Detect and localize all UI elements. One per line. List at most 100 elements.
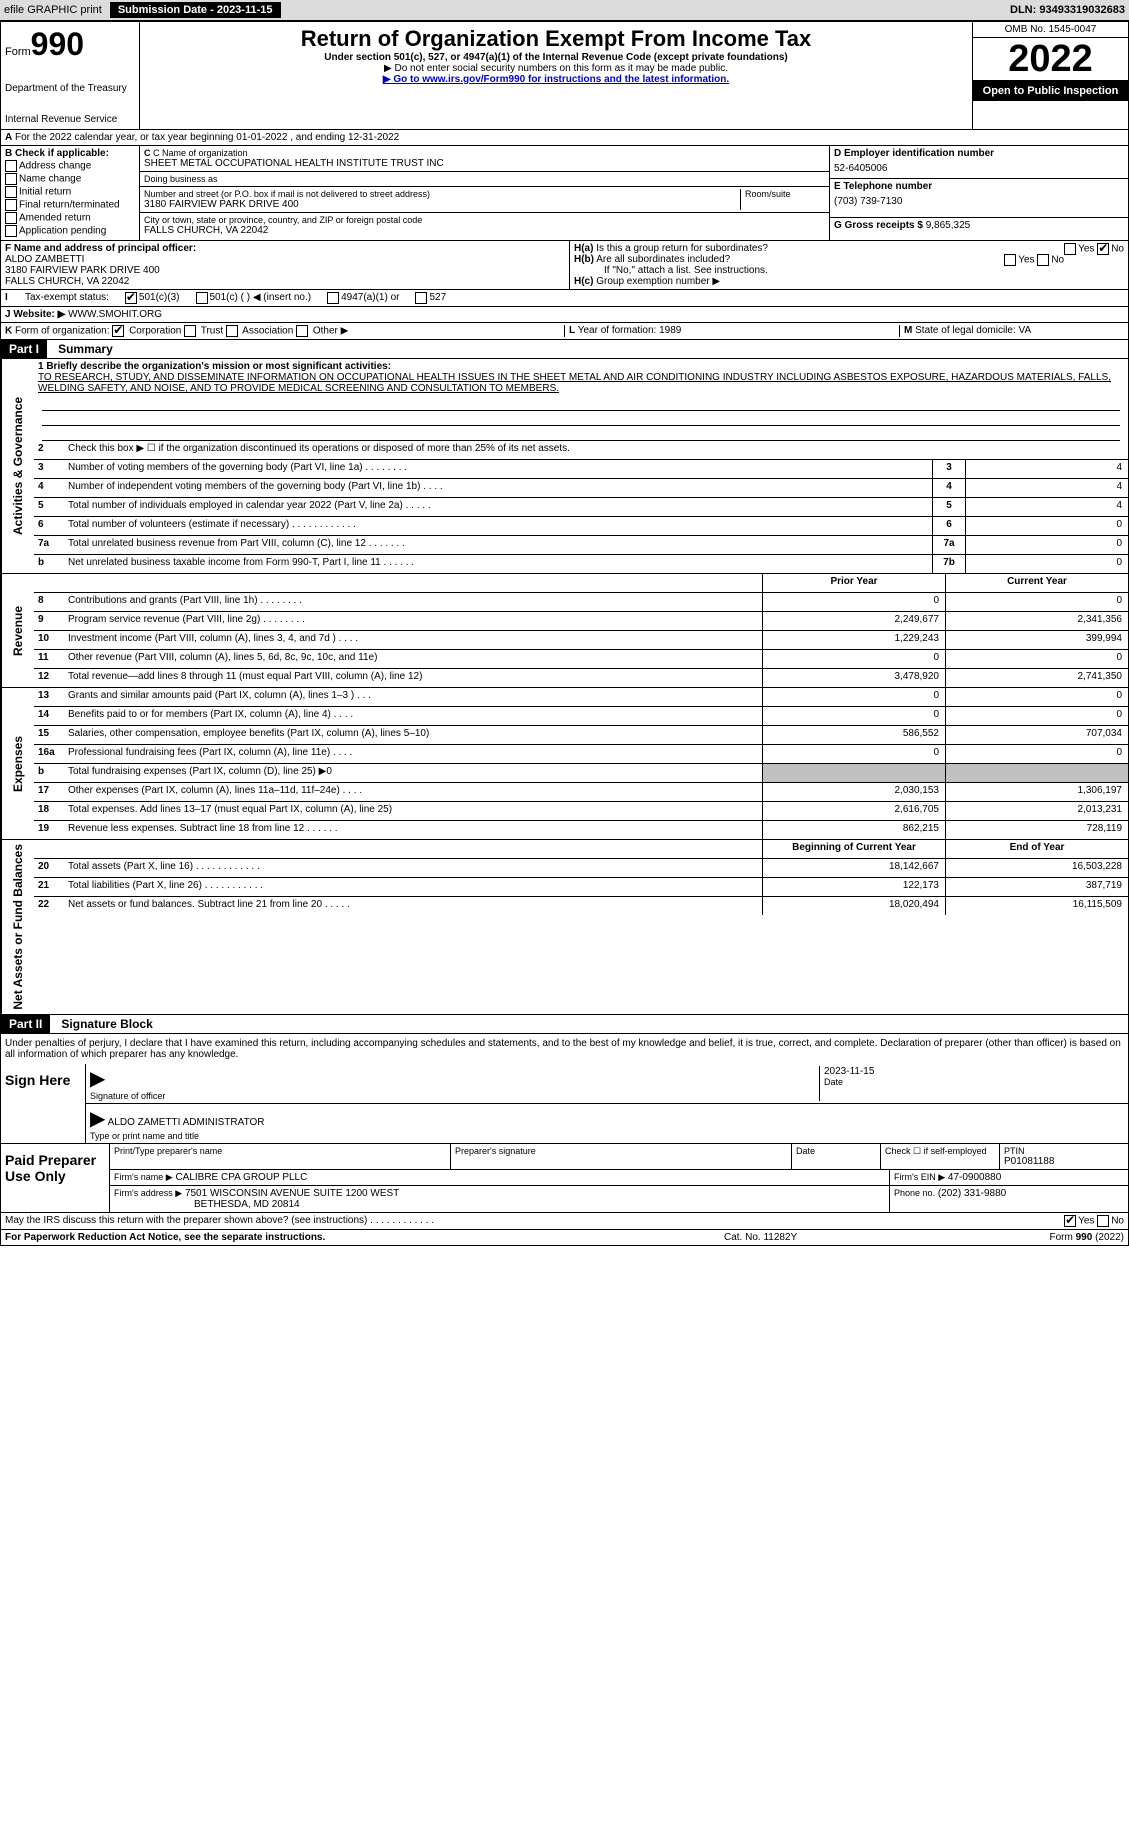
discuss-yes[interactable] [1064, 1215, 1076, 1227]
line7b-val: 0 [965, 555, 1128, 573]
discuss-row: May the IRS discuss this return with the… [0, 1213, 1129, 1230]
chk-name-change[interactable]: Name change [5, 173, 135, 185]
hb-yes[interactable] [1004, 254, 1016, 266]
form-note: ▶ Do not enter social security numbers o… [144, 63, 968, 74]
k-label: K [5, 326, 12, 337]
link-post: for instructions and the latest informat… [525, 74, 729, 85]
firm-ein-value: 47-0900880 [948, 1172, 1001, 1183]
table-row: 8Contributions and grants (Part VIII, li… [34, 593, 1128, 612]
hb-note: If "No," attach a list. See instructions… [574, 265, 1124, 276]
chk-527[interactable] [415, 292, 427, 304]
sign-here-label: Sign Here [1, 1064, 86, 1143]
end-year-header: End of Year [945, 840, 1128, 858]
line3-val: 4 [965, 460, 1128, 478]
tel-value: (703) 739-7130 [834, 196, 1124, 207]
chk-corporation[interactable] [112, 325, 124, 337]
page-footer: For Paperwork Reduction Act Notice, see … [0, 1230, 1129, 1246]
section-a-text: For the 2022 calendar year, or tax year … [15, 132, 399, 143]
side-revenue: Revenue [1, 574, 34, 687]
chk-final-return[interactable]: Final return/terminated [5, 199, 135, 211]
line6-text: Total number of volunteers (estimate if … [64, 517, 932, 535]
form-label: Form [5, 46, 31, 58]
table-row: 13Grants and similar amounts paid (Part … [34, 688, 1128, 707]
block-klm: K Form of organization: Corporation Trus… [0, 323, 1129, 340]
table-row: 15Salaries, other compensation, employee… [34, 726, 1128, 745]
sig-date: 2023-11-15 [824, 1066, 1124, 1077]
prior-year-header: Prior Year [762, 574, 945, 592]
table-row: 16aProfessional fundraising fees (Part I… [34, 745, 1128, 764]
table-row: bTotal fundraising expenses (Part IX, co… [34, 764, 1128, 783]
tel-label: E Telephone number [834, 181, 1124, 192]
f-label: F Name and address of principal officer: [5, 243, 196, 254]
firm-name-label: Firm's name ▶ [114, 1172, 173, 1182]
sig-name-label: Type or print name and title [90, 1131, 1124, 1141]
chk-initial-return[interactable]: Initial return [5, 186, 135, 198]
line7a-text: Total unrelated business revenue from Pa… [64, 536, 932, 554]
netassets-section: Net Assets or Fund Balances Beginning of… [0, 840, 1129, 1015]
name-label: C Name of organization [153, 148, 248, 158]
line7a-val: 0 [965, 536, 1128, 554]
block-fh: F Name and address of principal officer:… [0, 241, 1129, 290]
discuss-text: May the IRS discuss this return with the… [5, 1215, 1064, 1227]
firm-name-value: CALIBRE CPA GROUP PLLC [175, 1172, 307, 1183]
chk-association[interactable] [226, 325, 238, 337]
table-row: 10Investment income (Part VIII, column (… [34, 631, 1128, 650]
part1-title: Summary [50, 340, 121, 358]
submission-date-button[interactable]: Submission Date - 2023-11-15 [110, 2, 281, 18]
mission-line [42, 396, 1120, 411]
firm-city-value: BETHESDA, MD 20814 [194, 1199, 300, 1210]
ptin-label: PTIN [1004, 1146, 1124, 1156]
table-row: 20Total assets (Part X, line 16) . . . .… [34, 859, 1128, 878]
side-netassets: Net Assets or Fund Balances [1, 840, 34, 1014]
chk-address-change[interactable]: Address change [5, 160, 135, 172]
footer-catno: Cat. No. 11282Y [724, 1232, 924, 1243]
side-governance: Activities & Governance [1, 359, 34, 573]
instructions-link[interactable]: www.irs.gov/Form990 [422, 74, 525, 85]
line2-text: Check this box ▶ ☐ if the organization d… [64, 441, 1128, 459]
chk-other[interactable] [296, 325, 308, 337]
firm-addr-value: 7501 WISCONSIN AVENUE SUITE 1200 WEST [185, 1188, 399, 1199]
footer-left: For Paperwork Reduction Act Notice, see … [5, 1232, 724, 1243]
table-row: 14Benefits paid to or for members (Part … [34, 707, 1128, 726]
current-year-header: Current Year [945, 574, 1128, 592]
sig-name: ALDO ZAMETTI ADMINISTRATOR [108, 1117, 265, 1128]
ha-text: Is this a group return for subordinates? [596, 243, 768, 254]
sig-label: Signature of officer [90, 1091, 819, 1101]
omb-number: OMB No. 1545-0047 [973, 22, 1128, 38]
chk-trust[interactable] [184, 325, 196, 337]
dept-label: Department of the Treasury [5, 83, 135, 94]
line4-text: Number of independent voting members of … [64, 479, 932, 497]
street-label: Number and street (or P.O. box if mail i… [144, 189, 740, 199]
chk-501c[interactable] [196, 292, 208, 304]
block-b-title: B Check if applicable: [5, 148, 109, 159]
revenue-section: Revenue Prior Year Current Year 8Contrib… [0, 574, 1129, 688]
room-label: Room/suite [745, 189, 825, 199]
l-label: L [569, 325, 575, 336]
block-j: J Website: ▶ WWW.SMOHIT.ORG [0, 307, 1129, 323]
officer-city: FALLS CHURCH, VA 22042 [5, 276, 129, 287]
ha-label: H(a) [574, 243, 593, 254]
hc-label: H(c) [574, 276, 593, 287]
chk-4947[interactable] [327, 292, 339, 304]
chk-501c3[interactable] [125, 292, 137, 304]
ha-no[interactable] [1097, 243, 1109, 255]
ein-label: D Employer identification number [834, 148, 1124, 159]
table-row: 12Total revenue—add lines 8 through 11 (… [34, 669, 1128, 687]
firm-addr-label: Firm's address ▶ [114, 1188, 182, 1198]
form-header: Form990 Department of the Treasury Inter… [0, 21, 1129, 130]
line4-val: 4 [965, 479, 1128, 497]
part2-header: Part II [1, 1015, 50, 1033]
mission-line [42, 411, 1120, 426]
officer-name: ALDO ZAMBETTI [5, 254, 84, 265]
table-row: 11Other revenue (Part VIII, column (A), … [34, 650, 1128, 669]
line5-val: 4 [965, 498, 1128, 516]
hb-no[interactable] [1037, 254, 1049, 266]
m-value: VA [1019, 325, 1032, 336]
chk-amended-return[interactable]: Amended return [5, 212, 135, 224]
tax-year: 2022 [973, 38, 1128, 81]
chk-application-pending[interactable]: Application pending [5, 225, 135, 237]
ha-yes[interactable] [1064, 243, 1076, 255]
discuss-no[interactable] [1097, 1215, 1109, 1227]
preparer-sig-label: Preparer's signature [455, 1146, 787, 1156]
preparer-date-label: Date [796, 1146, 876, 1156]
